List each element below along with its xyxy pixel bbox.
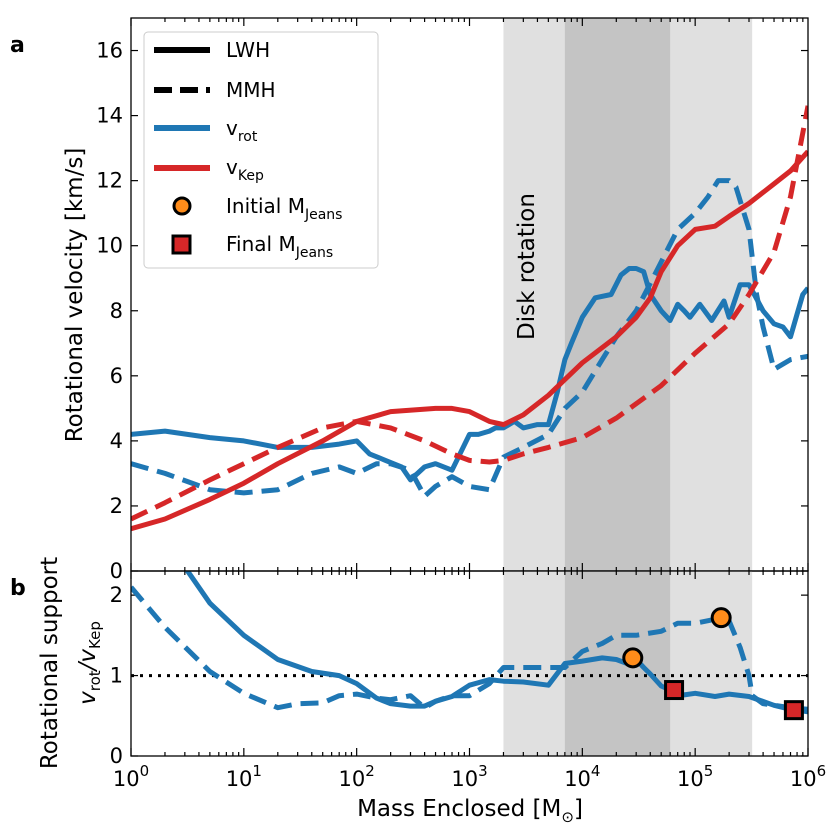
x-tick-exponent: 6 [817,762,827,780]
y-tick-label: 16 [96,39,123,63]
x-tick-base: 10 [677,767,704,791]
series-line-ratio-lwh [184,571,808,715]
marker-final-mjeans [783,700,804,721]
legend-label-vkep-main: v [226,155,238,179]
panel-b-frame [130,570,809,757]
legend-label-vrot-main: v [226,116,238,140]
x-tick-label: 106 [790,762,826,791]
legend-label-vkep-sub: Kep [238,168,264,184]
panel-b-y-ticks: 0 1 2 [110,583,808,768]
ylabel2-v1: v [75,691,101,705]
y-tick-label: 0 [110,744,123,768]
y-tick-label: 0 [110,559,123,583]
panel-a-shaded-regions [503,18,753,571]
legend-box [143,31,379,269]
marker-initial-mjeans [710,607,732,629]
x-tick-label: 101 [226,762,262,791]
x-axis-title: Mass Enclosed [M⊙] [357,796,583,826]
panel-b: 012 100 101 102 103 104 105 106 Rotational sup… [37,557,826,826]
y-tick-label: 1 [110,664,123,688]
x-tick-base: 10 [790,767,817,791]
legend-label-initial-mjeans: Initial MJeans [226,194,342,223]
panel-letter-b: b [10,576,26,601]
x-axis-title-main: Mass Enclosed [M [357,796,561,822]
legend-label-initial-sub: Jeans [304,207,343,223]
x-tick-base: 10 [113,767,140,791]
y-tick-label: 6 [110,364,123,388]
y-tick-label: 8 [110,299,123,323]
y-tick-label: 10 [96,234,123,258]
x-axis-title-end: ] [574,796,583,822]
disk-rotation-annotation: Disk rotation [514,193,540,340]
x-tick-exponent: 4 [591,762,601,780]
panel-letter-a: a [10,33,25,58]
panel-a-x-ticks [130,18,809,571]
y-tick-label: 4 [110,429,123,453]
legend-label-lwh: LWH [226,38,270,62]
panel-b-markers [622,607,804,721]
x-tick-base: 10 [226,767,253,791]
legend-label-final-sub: Jeans [295,245,334,261]
x-axis-title-sub: ⊙ [561,808,574,826]
series-line-ratio-mmh [131,585,808,712]
legend-label-final-mjeans: Final MJeans [226,232,333,261]
x-tick-exponent: 5 [704,762,714,780]
panel-b-series [131,571,808,715]
series-line-v-kep-mmh [131,105,808,522]
ylabel2-sub2: Kep [86,621,104,649]
series-line-v-rot-lwh [131,266,808,483]
x-tick-exponent: 1 [252,762,262,780]
y-tick-label: 12 [96,169,123,193]
series-line-v-kep-lwh [131,149,808,532]
x-tick-label: 105 [677,762,713,791]
x-tick-exponent: 2 [365,762,375,780]
legend-label-vrot: vrot [226,116,258,145]
legend-label-final-main: Final M [226,232,296,256]
x-tick-base: 10 [451,767,478,791]
series-line-v-rot-mmh [131,178,808,499]
panel-b-y-axis-title-line2: vrot/vKep [75,621,104,705]
legend-swatch-initial-mjeans [172,196,192,216]
marker-final-mjeans [664,680,685,701]
x-tick-exponent: 0 [140,762,150,780]
x-tick-exponent: 3 [478,762,488,780]
panel-b-shaded-regions [503,571,753,756]
panel-b-x-ticks: 100 101 102 103 104 105 106 [113,571,826,791]
legend: LWH MMH vrot vKep Initial MJeans Final M… [143,31,379,269]
legend-label-initial-main: Initial M [226,194,305,218]
panel-a: 0 2 4 6 8 10 12 14 16 Disk rotation Rotational v… [62,17,809,583]
panel-a-y-axis-title: Rotational velocity [km/s] [62,148,88,443]
panel-a-y-ticks: 0 2 4 6 8 10 12 14 16 [96,39,808,583]
panel-a-series [131,105,808,532]
y-tick-label: 14 [96,104,123,128]
x-tick-base: 10 [564,767,591,791]
x-tick-label: 103 [451,762,487,791]
x-tick-base: 10 [339,767,366,791]
marker-initial-mjeans [622,647,644,669]
x-tick-label: 100 [113,762,149,791]
ylabel2-sub1: rot [86,670,104,691]
y-tick-label: 2 [110,494,123,518]
x-tick-label: 104 [564,762,600,791]
legend-label-mmh: MMH [226,78,276,102]
legend-label-vkep: vKep [226,155,264,184]
panel-b-y-axis-title-line1: Rotational support [37,557,63,769]
legend-swatch-final-mjeans [171,234,192,255]
legend-label-vrot-sub: rot [238,129,258,145]
ylabel2-mid: /v [75,649,101,673]
y-tick-label: 2 [110,583,123,607]
x-tick-label: 102 [339,762,375,791]
